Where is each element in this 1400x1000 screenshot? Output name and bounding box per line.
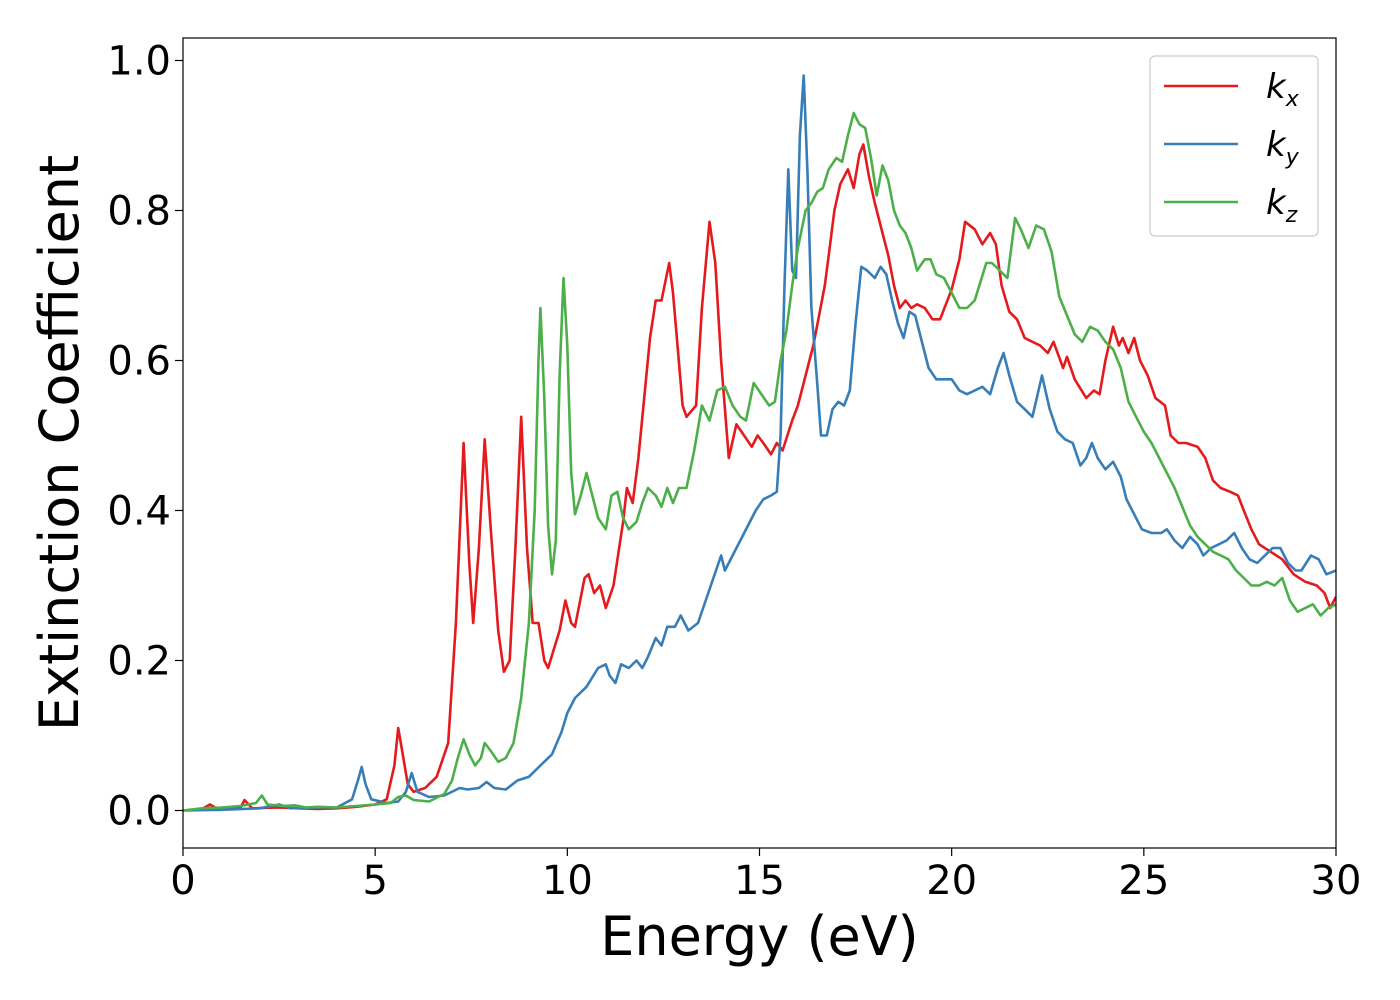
- x-tick-label: 20: [926, 858, 977, 904]
- y-tick-label: 0.2: [107, 639, 171, 685]
- legend-label-z: kz: [1266, 183, 1298, 228]
- legend-label-x: kx: [1266, 67, 1300, 112]
- x-axis-label: Energy (eV): [600, 905, 919, 968]
- series-line-y: [183, 74, 1336, 812]
- x-tick-label: 30: [1311, 858, 1362, 904]
- legend: kx ky kz: [1149, 55, 1319, 237]
- y-tick-label: 1.0: [107, 39, 171, 85]
- y-tick-label: 0.4: [107, 489, 171, 535]
- y-axis-label: Extinction Coefficient: [28, 155, 91, 731]
- series-layer: [183, 74, 1336, 812]
- x-tick-label: 25: [1118, 858, 1169, 904]
- y-tick-label: 0.0: [107, 789, 171, 835]
- legend-label-y: ky: [1266, 125, 1300, 170]
- x-tick-label: 15: [734, 858, 785, 904]
- x-tick-label: 5: [362, 858, 387, 904]
- legend-box: [1149, 55, 1319, 237]
- y-tick-label: 0.8: [107, 189, 171, 235]
- tick-layer: 0 5 10 15 20 25 30 0.0 0.2 0.4 0.6 0.8 1.0: [107, 39, 1361, 905]
- series-line-x: [183, 143, 1336, 812]
- x-tick-label: 0: [170, 858, 195, 904]
- y-tick-label: 0.6: [107, 339, 171, 385]
- series-line-z: [183, 111, 1336, 812]
- x-tick-label: 10: [542, 858, 593, 904]
